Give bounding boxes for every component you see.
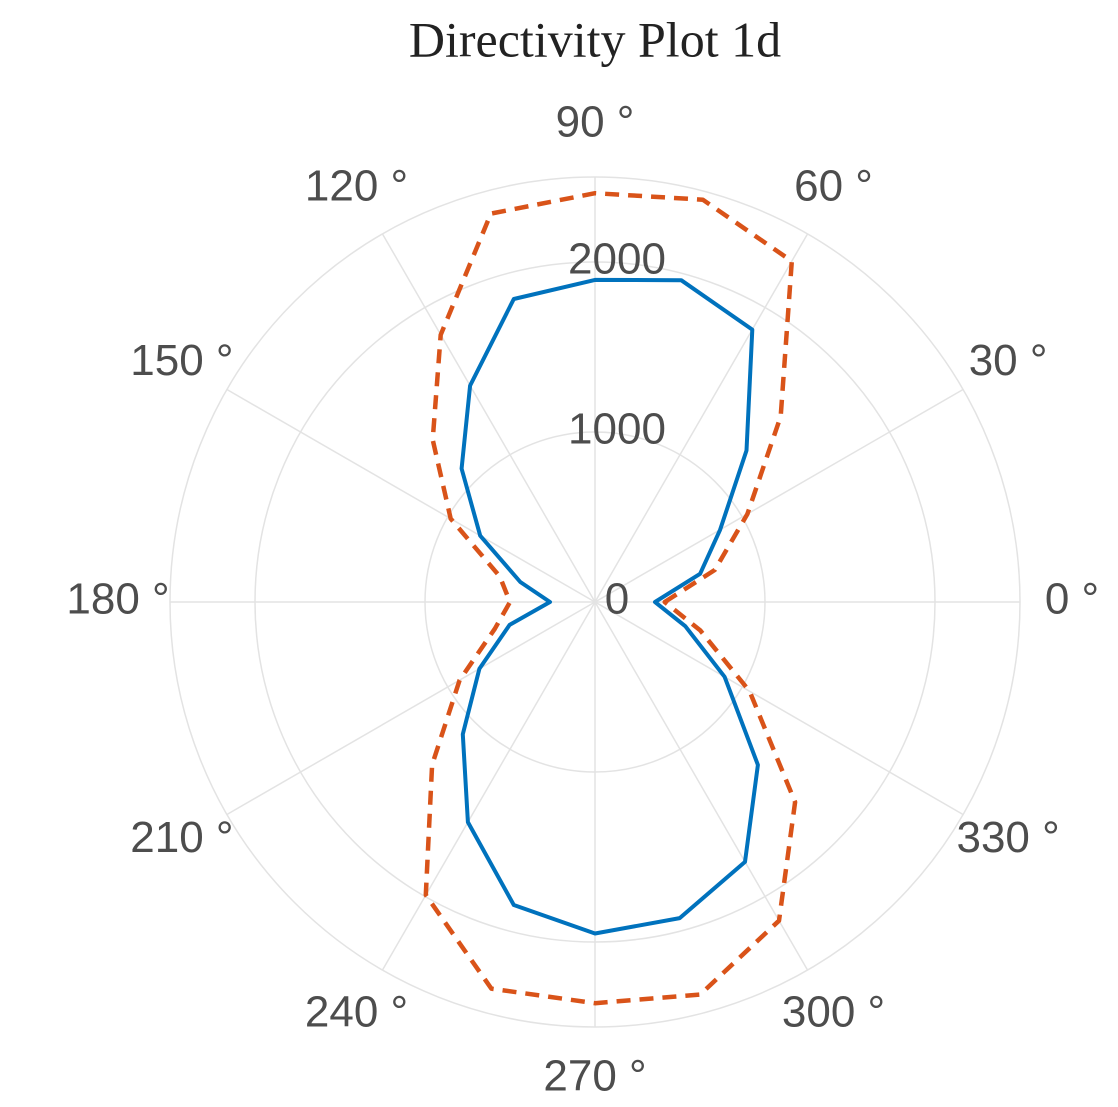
grid-spoke	[226, 388, 596, 603]
theta-tick-label: 30 °	[969, 336, 1048, 385]
series-line	[423, 190, 798, 1006]
axis-circle	[169, 176, 1021, 1028]
grid-spoke	[381, 601, 596, 971]
theta-tick-label: 0 °	[1045, 575, 1099, 624]
grid-spoke	[226, 601, 596, 816]
theta-tick-label: 120 °	[305, 162, 408, 211]
chart-title: Directivity Plot 1d	[409, 11, 781, 67]
r-tick-label: 2000	[568, 235, 666, 284]
series-line	[459, 277, 760, 936]
theta-tick-label: 180 °	[66, 575, 169, 624]
grid-spoke	[594, 388, 964, 603]
grid-circle	[424, 431, 766, 773]
grid-spoke	[594, 601, 809, 971]
theta-tick-label: 210 °	[130, 813, 233, 862]
r-tick-label: 1000	[568, 405, 666, 454]
grid-circle	[254, 261, 936, 943]
r-tick-label: 0	[605, 575, 629, 624]
theta-tick-label: 300 °	[782, 988, 885, 1037]
theta-tick-label: 240 °	[305, 988, 408, 1037]
theta-tick-label: 150 °	[130, 336, 233, 385]
theta-tick-label: 90 °	[556, 98, 635, 147]
grid-spoke	[381, 233, 596, 603]
theta-tick-label: 270 °	[543, 1052, 646, 1101]
grid-spoke	[594, 233, 809, 603]
theta-tick-label: 60 °	[794, 162, 873, 211]
grid-spoke	[594, 601, 964, 816]
theta-tick-label: 330 °	[956, 813, 1059, 862]
